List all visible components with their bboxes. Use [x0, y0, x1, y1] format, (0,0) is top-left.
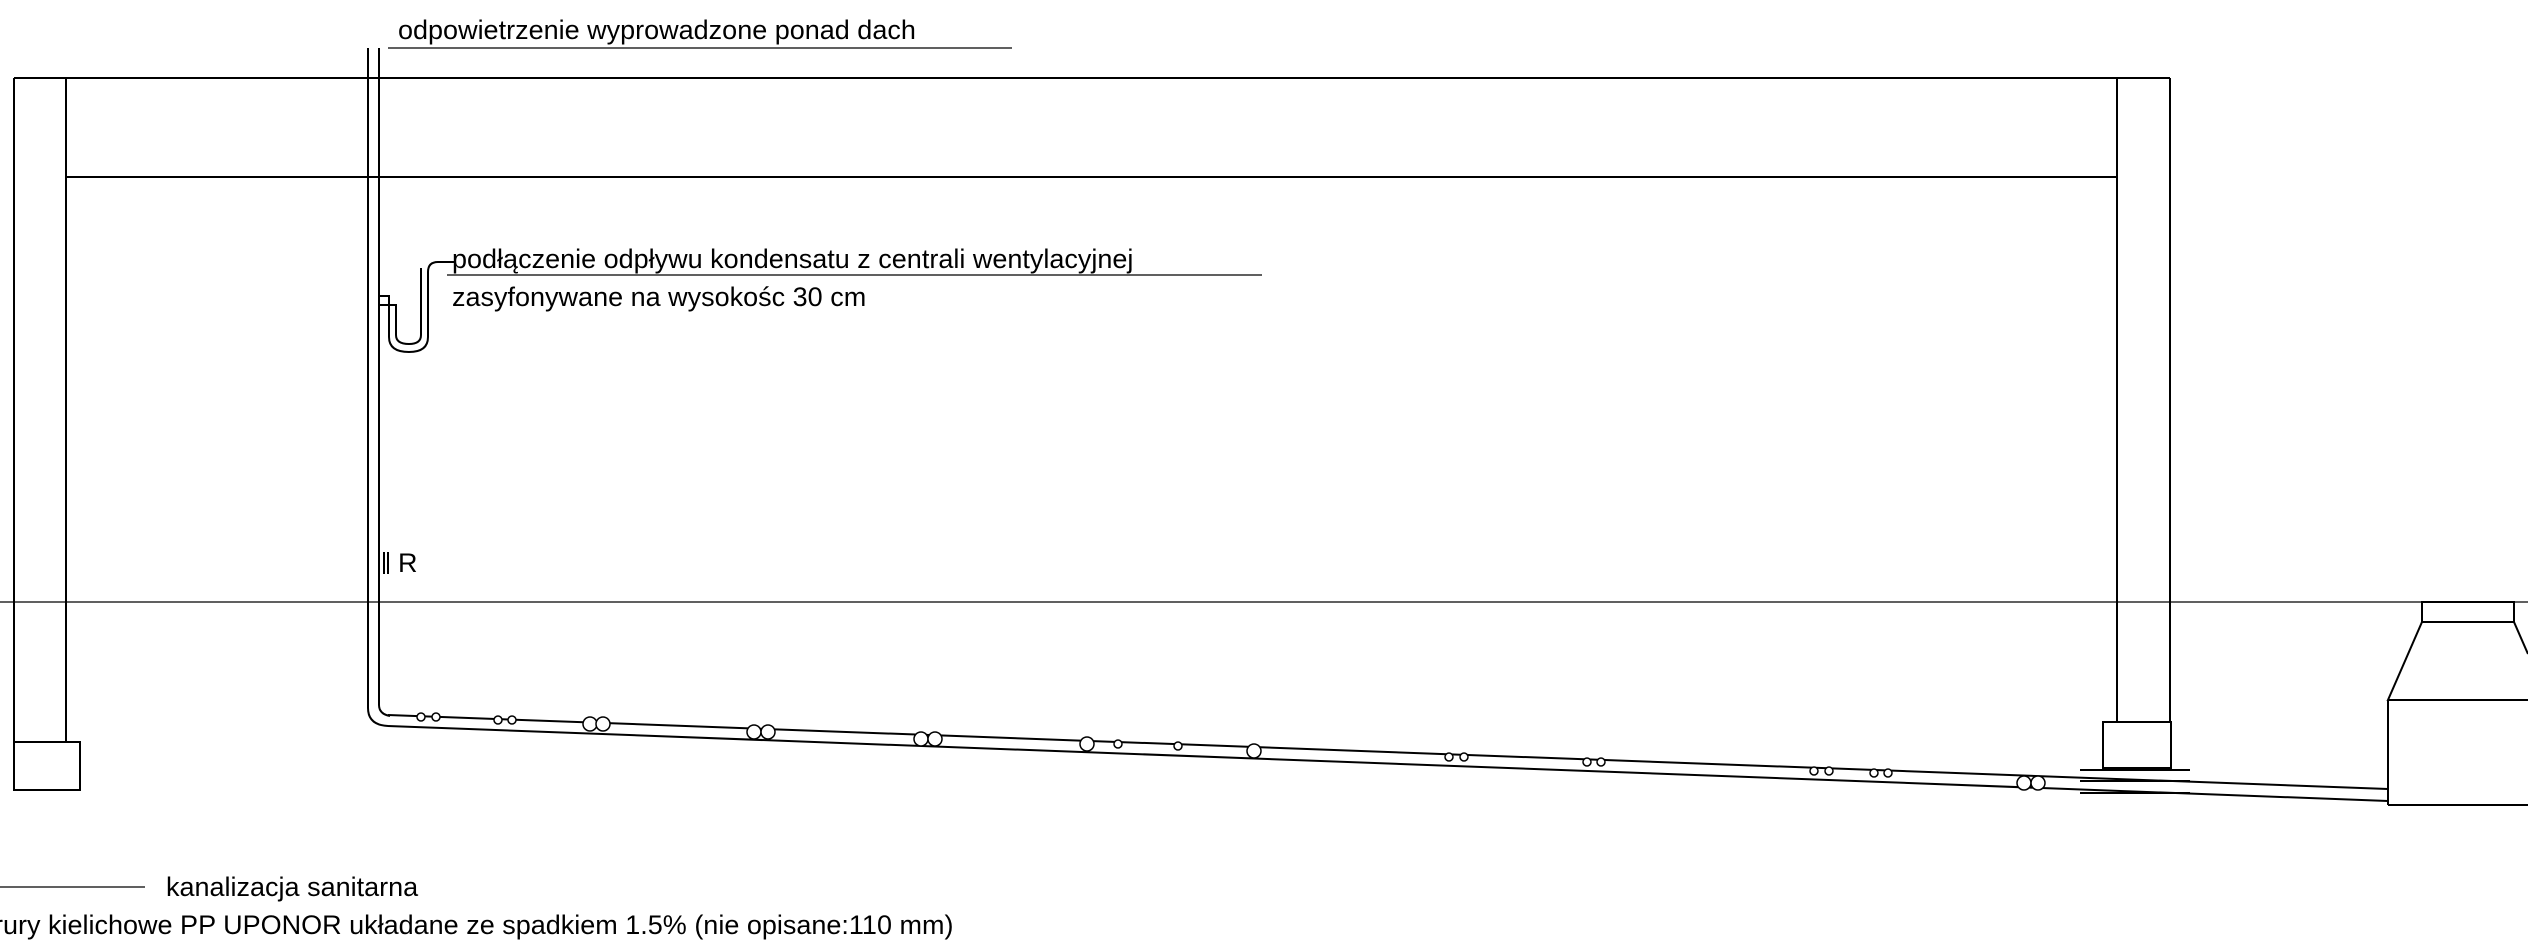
legend-line-label: kanalizacja sanitarna	[166, 872, 419, 902]
sewer-pipe-sloped	[387, 714, 2389, 802]
legend: kanalizacja sanitarna rury kielichowe PP…	[0, 872, 953, 940]
right-column	[2080, 78, 2190, 794]
condensate-label-line2: zasyfonywane na wysokośc 30 cm	[452, 282, 866, 312]
condensate-label-line1: podłączenie odpływu kondensatu z central…	[452, 244, 1133, 274]
vent-stack-pipe	[367, 48, 391, 727]
inspection-chamber	[2386, 601, 2528, 806]
vent-label: odpowietrzenie wyprowadzone ponad dach	[398, 15, 916, 45]
cleanout-label: R	[398, 548, 418, 578]
cleanout-mark	[383, 552, 389, 574]
legend-pipe-note: rury kielichowe PP UPONOR układane ze sp…	[0, 910, 953, 940]
building-frame	[0, 77, 2528, 603]
condensate-siphon	[379, 261, 455, 354]
leader-lines	[0, 47, 1262, 888]
pipe-fittings	[416, 712, 2046, 791]
left-column	[13, 78, 81, 791]
